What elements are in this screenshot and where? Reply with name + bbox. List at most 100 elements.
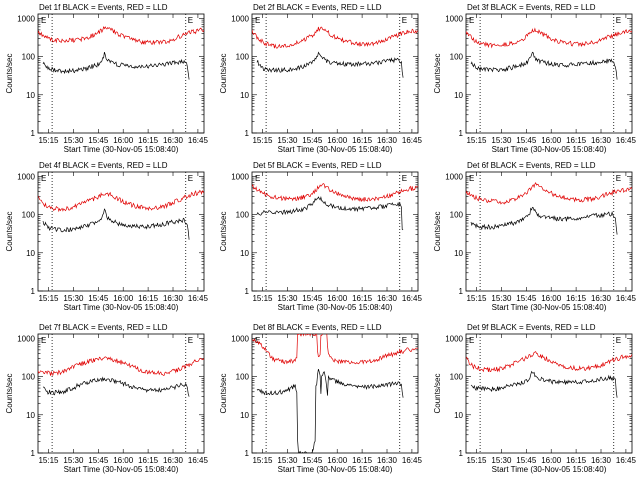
y-tick-label: 1 <box>245 449 250 458</box>
corner-label-left: E <box>255 16 260 25</box>
corner-label-left: E <box>41 174 46 183</box>
x-tick-label: 16:30 <box>377 294 398 303</box>
x-tick-label: 15:30 <box>63 294 84 303</box>
y-tick-label: 1 <box>31 129 36 138</box>
x-axis-label: Start Time (30-Nov-05 15:08:40) <box>64 145 179 154</box>
x-tick-label: 15:45 <box>516 294 537 303</box>
y-tick-label: 1000 <box>445 172 463 181</box>
y-axis-label: Counts/sec <box>433 53 442 93</box>
y-tick-label: 10 <box>26 411 35 420</box>
y-axis-label: Counts/sec <box>219 373 228 413</box>
y-tick-label: 1000 <box>17 172 35 181</box>
y-axis-label: Counts/sec <box>433 373 442 413</box>
x-axis-label: Start Time (30-Nov-05 15:08:40) <box>278 465 393 474</box>
y-tick-label: 100 <box>22 53 36 62</box>
x-tick-label: 15:45 <box>302 136 323 145</box>
x-tick-label: 16:15 <box>566 294 587 303</box>
y-tick-label: 100 <box>22 211 36 220</box>
chart-panel-5: Det 5f BLACK = Events, RED = LLD 1 10 100 10… <box>219 161 422 312</box>
corner-label-left: E <box>469 16 474 25</box>
chart-panel-6: Det 6f BLACK = Events, RED = LLD 1 10 100 10… <box>433 161 636 312</box>
corner-label-left: E <box>469 174 474 183</box>
x-tick-label: 16:00 <box>113 294 134 303</box>
x-tick-label: 15:45 <box>302 294 323 303</box>
plot-frame <box>251 171 419 292</box>
x-tick-label: 15:30 <box>277 294 298 303</box>
x-tick-label: 16:00 <box>113 456 134 465</box>
x-tick-label: 16:00 <box>327 294 348 303</box>
corner-label-left: E <box>41 336 46 345</box>
x-tick-label: 16:45 <box>402 294 423 303</box>
y-tick-label: 1000 <box>231 334 249 343</box>
plot-frame <box>251 333 419 454</box>
corner-label-left: E <box>41 16 46 25</box>
y-tick-label: 10 <box>26 91 35 100</box>
corner-label-right: E <box>402 16 407 25</box>
x-tick-label: 16:00 <box>113 136 134 145</box>
corner-label-right: E <box>402 336 407 345</box>
x-tick-label: 16:30 <box>377 456 398 465</box>
series-line-lld <box>252 334 418 365</box>
x-tick-label: 16:30 <box>163 294 184 303</box>
x-tick-label: 15:15 <box>466 456 487 465</box>
x-tick-label: 16:00 <box>541 456 562 465</box>
x-tick-label: 16:45 <box>616 294 637 303</box>
x-tick-label: 16:30 <box>163 456 184 465</box>
y-axis-label: Counts/sec <box>433 211 442 251</box>
x-tick-label: 16:45 <box>616 456 637 465</box>
x-tick-label: 16:15 <box>138 294 159 303</box>
y-tick-label: 1000 <box>231 14 249 23</box>
y-tick-label: 10 <box>240 249 249 258</box>
x-tick-label: 15:30 <box>491 136 512 145</box>
x-tick-label: 16:15 <box>138 456 159 465</box>
chart-panel-1: Det 1f BLACK = Events, RED = LLD 1 10 100 10… <box>5 3 208 154</box>
corner-label-right: E <box>188 16 193 25</box>
x-axis-label: Start Time (30-Nov-05 15:08:40) <box>64 303 179 312</box>
chart-title: Det 5f BLACK = Events, RED = LLD <box>253 161 382 170</box>
series-line-lld <box>466 182 632 205</box>
series-line-lld <box>252 26 418 49</box>
y-tick-label: 1000 <box>231 172 249 181</box>
x-tick-label: 16:45 <box>616 136 637 145</box>
x-tick-label: 16:00 <box>327 456 348 465</box>
x-tick-label: 16:45 <box>188 294 209 303</box>
series-line-events <box>470 51 618 80</box>
corner-label-left: E <box>255 336 260 345</box>
x-tick-label: 16:15 <box>566 136 587 145</box>
chart-panel-4: Det 4f BLACK = Events, RED = LLD 1 10 100 10… <box>5 161 208 312</box>
y-tick-label: 100 <box>450 211 464 220</box>
x-tick-label: 15:15 <box>38 294 59 303</box>
y-axis-label: Counts/sec <box>219 53 228 93</box>
corner-label-right: E <box>616 174 621 183</box>
chart-panel-7: Det 7f BLACK = Events, RED = LLD 1 10 100 10… <box>5 323 208 474</box>
chart-title: Det 2f BLACK = Events, RED = LLD <box>253 3 382 12</box>
plot-frame <box>465 333 633 454</box>
y-tick-label: 100 <box>450 53 464 62</box>
y-tick-label: 1000 <box>445 14 463 23</box>
y-tick-label: 10 <box>454 249 463 258</box>
x-tick-label: 15:45 <box>88 294 109 303</box>
x-tick-label: 15:45 <box>88 136 109 145</box>
y-tick-label: 100 <box>450 373 464 382</box>
y-tick-label: 100 <box>236 373 250 382</box>
plot-frame <box>465 13 633 134</box>
corner-label-right: E <box>188 174 193 183</box>
chart-title: Det 8f BLACK = Events, RED = LLD <box>253 323 382 332</box>
chart-panel-8: Det 8f BLACK = Events, RED = LLD 1 10 100 10… <box>219 323 422 474</box>
y-tick-label: 100 <box>236 211 250 220</box>
y-tick-label: 100 <box>22 373 36 382</box>
chart-title: Det 1f BLACK = Events, RED = LLD <box>39 3 168 12</box>
x-tick-label: 16:30 <box>591 136 612 145</box>
x-tick-label: 16:00 <box>541 136 562 145</box>
x-tick-label: 15:15 <box>252 294 273 303</box>
y-tick-label: 1 <box>459 287 464 296</box>
x-tick-label: 15:45 <box>516 136 537 145</box>
series-line-events <box>256 368 404 453</box>
series-line-lld <box>38 356 204 376</box>
y-tick-label: 1 <box>245 287 250 296</box>
chart-panel-3: Det 3f BLACK = Events, RED = LLD 1 10 100 10… <box>433 3 636 154</box>
chart-title: Det 9f BLACK = Events, RED = LLD <box>467 323 596 332</box>
x-tick-label: 15:30 <box>277 456 298 465</box>
y-axis-label: Counts/sec <box>5 373 14 413</box>
chart-title: Det 6f BLACK = Events, RED = LLD <box>467 161 596 170</box>
